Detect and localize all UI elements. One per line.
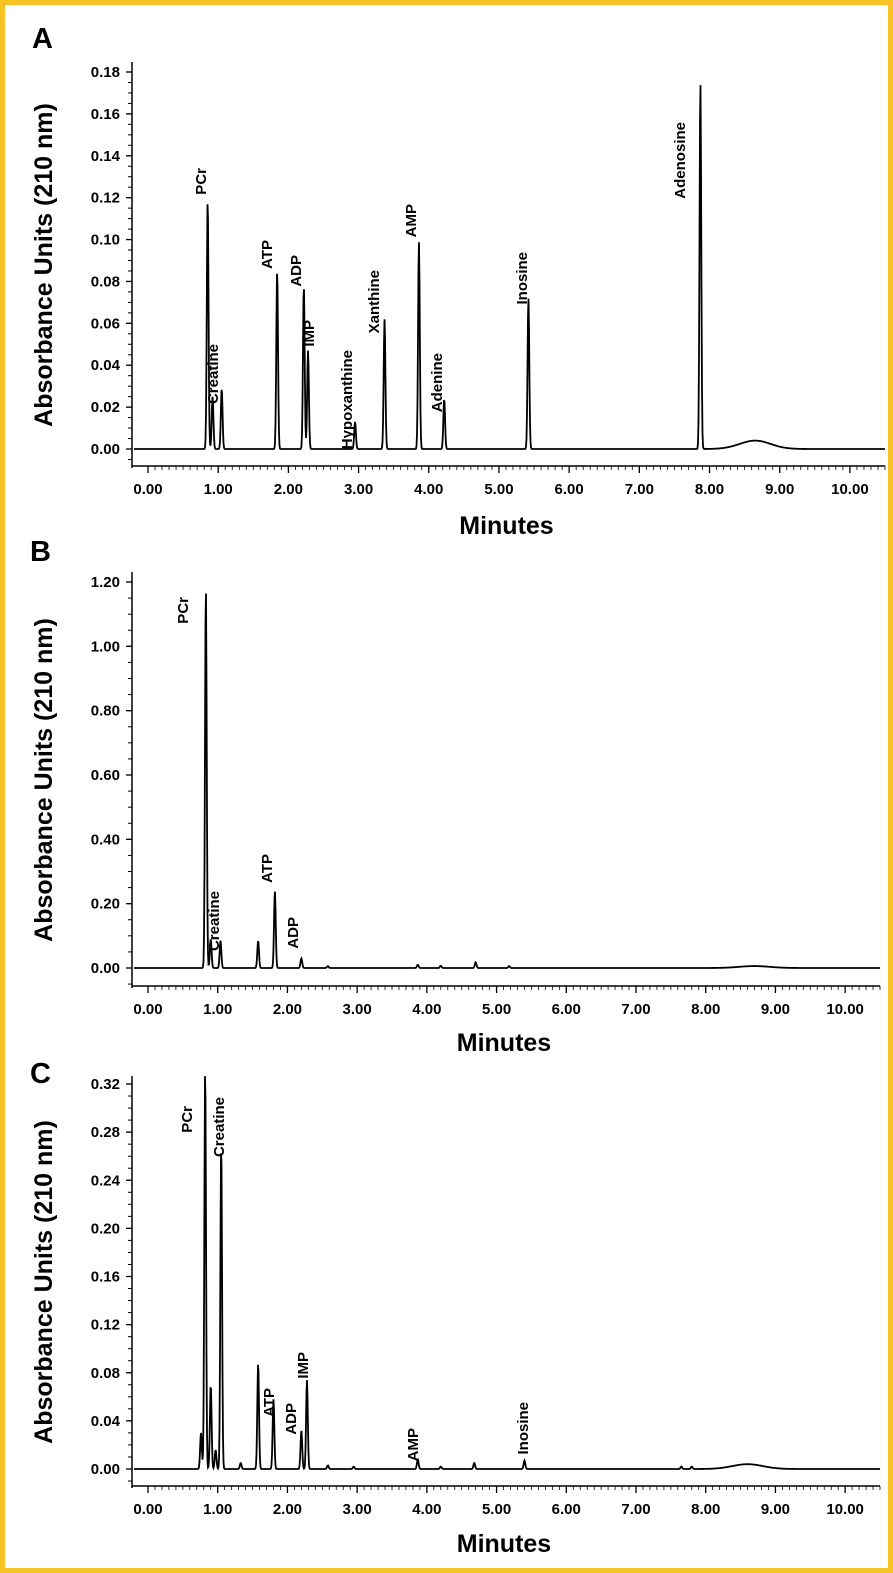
y-tick-label: 0.02	[91, 399, 120, 416]
y-tick-label: 0.08	[91, 273, 120, 290]
chart-panel-B: B 0.00 0.20 0.40 0.60 0.80 1.00 1.20 0.00 1.00 2.0…	[30, 536, 881, 1057]
peak-label: ADP	[283, 1403, 300, 1435]
chart-panel-C: C 0.00 0.04 0.08 0.12 0.16 0.20 0.24 0.28 0.32 0.0…	[30, 1058, 881, 1558]
y-tick-label: 0.10	[91, 232, 120, 249]
panel-label: B	[30, 536, 51, 568]
chromatogram-trace	[134, 593, 880, 969]
x-tick-label: 7.00	[621, 1501, 650, 1518]
peak-label: Creatine	[211, 1097, 228, 1157]
peak-label: Adenosine	[672, 122, 689, 199]
x-tick-label: 7.00	[625, 481, 654, 498]
x-tick-label: 4.00	[414, 481, 443, 498]
chromatogram-trace	[134, 1076, 880, 1471]
y-axis-title: Absorbance Units (210 nm)	[30, 1120, 58, 1444]
y-tick-label: 0.14	[91, 148, 121, 165]
x-tick-label: 8.00	[691, 1001, 720, 1018]
x-tick-label: 0.00	[133, 1501, 162, 1518]
x-tick-label: 1.00	[203, 1501, 232, 1518]
y-tick-label: 0.16	[91, 106, 120, 123]
y-tick-label: 0.00	[91, 960, 120, 977]
x-tick-label: 9.00	[765, 481, 794, 498]
y-tick-label: 0.00	[91, 1461, 120, 1478]
x-tick-label: 8.00	[691, 1501, 720, 1518]
x-tick-label: 2.00	[274, 481, 303, 498]
y-tick-label: 0.00	[91, 441, 120, 458]
y-axis-title: Absorbance Units (210 nm)	[30, 103, 58, 427]
y-tick-label: 0.28	[91, 1124, 120, 1141]
panel-label: C	[30, 1058, 51, 1090]
x-axis-title: Minutes	[457, 1029, 551, 1057]
x-tick-label: 8.00	[695, 481, 724, 498]
chromatogram-trace	[134, 85, 885, 450]
peak-label: ADP	[288, 255, 305, 287]
x-tick-label: 5.00	[484, 481, 513, 498]
y-tick-label: 0.40	[91, 831, 120, 848]
x-tick-label: 4.00	[412, 1001, 441, 1018]
x-tick-label: 5.00	[482, 1001, 511, 1018]
peak-label: PCr	[193, 168, 210, 195]
x-tick-label: 2.00	[273, 1501, 302, 1518]
x-tick-label: 9.00	[761, 1001, 790, 1018]
x-tick-label: 9.00	[761, 1501, 790, 1518]
x-tick-label: 10.00	[831, 481, 869, 498]
y-axis-title: Absorbance Units (210 nm)	[30, 618, 58, 942]
x-tick-label: 0.00	[133, 481, 162, 498]
y-tick-label: 1.20	[91, 574, 120, 591]
x-tick-label: 3.00	[343, 1501, 372, 1518]
peak-label: AMP	[403, 204, 420, 237]
y-tick-label: 1.00	[91, 638, 120, 655]
x-tick-label: 6.00	[555, 481, 584, 498]
y-tick-label: 0.80	[91, 703, 120, 720]
x-axis-title: Minutes	[459, 512, 553, 540]
peak-label: IMP	[295, 1352, 312, 1379]
y-tick-label: 0.04	[91, 1413, 121, 1430]
peak-label: ATP	[261, 1388, 278, 1417]
peak-label: Adenine	[429, 353, 446, 412]
y-tick-label: 0.08	[91, 1365, 120, 1382]
x-tick-label: 4.00	[412, 1501, 441, 1518]
x-tick-label: 6.00	[552, 1501, 581, 1518]
x-tick-label: 2.00	[273, 1001, 302, 1018]
y-tick-label: 0.12	[91, 190, 120, 207]
y-tick-label: 0.12	[91, 1317, 120, 1334]
x-tick-label: 5.00	[482, 1501, 511, 1518]
y-tick-label: 0.04	[91, 357, 121, 374]
x-tick-label: 3.00	[343, 1001, 372, 1018]
y-tick-label: 0.06	[91, 315, 120, 332]
peak-label: ATP	[259, 240, 276, 269]
peak-label: IMP	[301, 320, 318, 347]
y-tick-label: 0.24	[91, 1172, 121, 1189]
peak-label: Xanthine	[366, 270, 383, 333]
panel-label: A	[32, 23, 53, 55]
peak-label: PCr	[175, 597, 192, 624]
peak-label: AMP	[405, 1428, 422, 1461]
y-tick-label: 0.60	[91, 767, 120, 784]
peak-label: ATP	[259, 854, 276, 883]
x-tick-label: 10.00	[826, 1001, 864, 1018]
peak-label: Inosine	[515, 1402, 532, 1455]
y-tick-label: 0.20	[91, 1220, 120, 1237]
chart-panel-A: A 0.00 0.02 0.04 0.06 0.08 0.10 0.12 0.14 0.16 0.1…	[30, 23, 886, 540]
x-tick-label: 3.00	[344, 481, 373, 498]
x-tick-label: 0.00	[133, 1001, 162, 1018]
x-tick-label: 7.00	[621, 1001, 650, 1018]
y-tick-label: 0.20	[91, 896, 120, 913]
peak-label: Creatine	[206, 891, 223, 951]
peak-label: ADP	[285, 917, 302, 949]
x-axis-title: Minutes	[457, 1530, 551, 1558]
x-tick-label: 6.00	[552, 1001, 581, 1018]
peak-label: PCr	[179, 1106, 196, 1133]
y-tick-label: 0.16	[91, 1269, 120, 1286]
peak-label: Creatine	[205, 344, 222, 404]
y-tick-label: 0.18	[91, 64, 120, 81]
y-tick-label: 0.32	[91, 1076, 120, 1093]
peak-label: Hypoxanthine	[339, 350, 356, 449]
peak-label: Inosine	[514, 252, 531, 305]
x-tick-label: 1.00	[203, 1001, 232, 1018]
x-tick-label: 10.00	[826, 1501, 864, 1518]
x-tick-label: 1.00	[204, 481, 233, 498]
